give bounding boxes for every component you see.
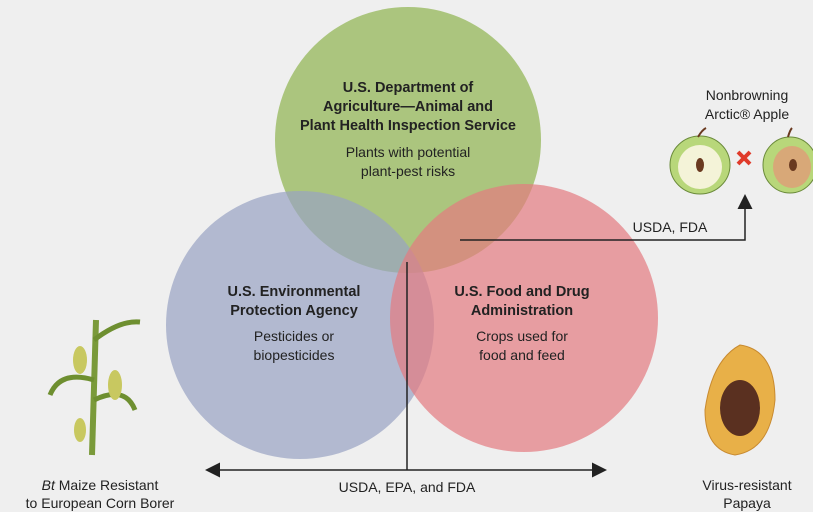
agency-name: U.S. Department of	[343, 80, 474, 96]
epa-circle	[166, 191, 434, 459]
agency-name: U.S. Environmental	[228, 284, 361, 300]
agency-description: Crops used for	[476, 328, 568, 344]
usda-label: U.S. Department of Agriculture—Animal an…	[300, 80, 516, 179]
epa-label: U.S. Environmental Protection Agency Pes…	[228, 284, 361, 363]
example-label: to European Corn Borer	[26, 495, 175, 511]
example-label: Bt Maize Resistant	[42, 477, 159, 493]
example-label: Papaya	[723, 495, 771, 511]
agency-name: Administration	[471, 303, 573, 319]
example-label: Nonbrowning	[706, 87, 789, 103]
agency-description: plant-pest risks	[361, 163, 455, 179]
agency-name: Agriculture—Animal and	[323, 99, 493, 115]
agency-name: Plant Health Inspection Service	[300, 118, 516, 134]
example-label: Arctic® Apple	[705, 106, 789, 122]
maize-illustration	[47, 319, 141, 456]
usda-fda-arrow	[460, 194, 753, 241]
agency-description: food and feed	[479, 347, 565, 363]
agency-description: biopesticides	[254, 347, 335, 363]
fda-label: U.S. Food and Drug Administration Crops …	[454, 284, 589, 363]
arrow-label: USDA, FDA	[633, 219, 708, 235]
arrow-label: USDA, EPA, and FDA	[339, 479, 476, 495]
agency-name: U.S. Food and Drug	[454, 284, 589, 300]
papaya-illustration	[704, 344, 776, 456]
example-label: Virus-resistant	[702, 477, 791, 493]
agency-name: Protection Agency	[230, 303, 358, 319]
agency-description: Pesticides or	[254, 328, 334, 344]
apple-illustration	[669, 127, 813, 195]
fda-circle	[390, 184, 658, 452]
label-part: Maize Resistant	[55, 477, 159, 493]
agency-description: Plants with potential	[346, 144, 471, 160]
label-part: Bt	[42, 477, 56, 493]
